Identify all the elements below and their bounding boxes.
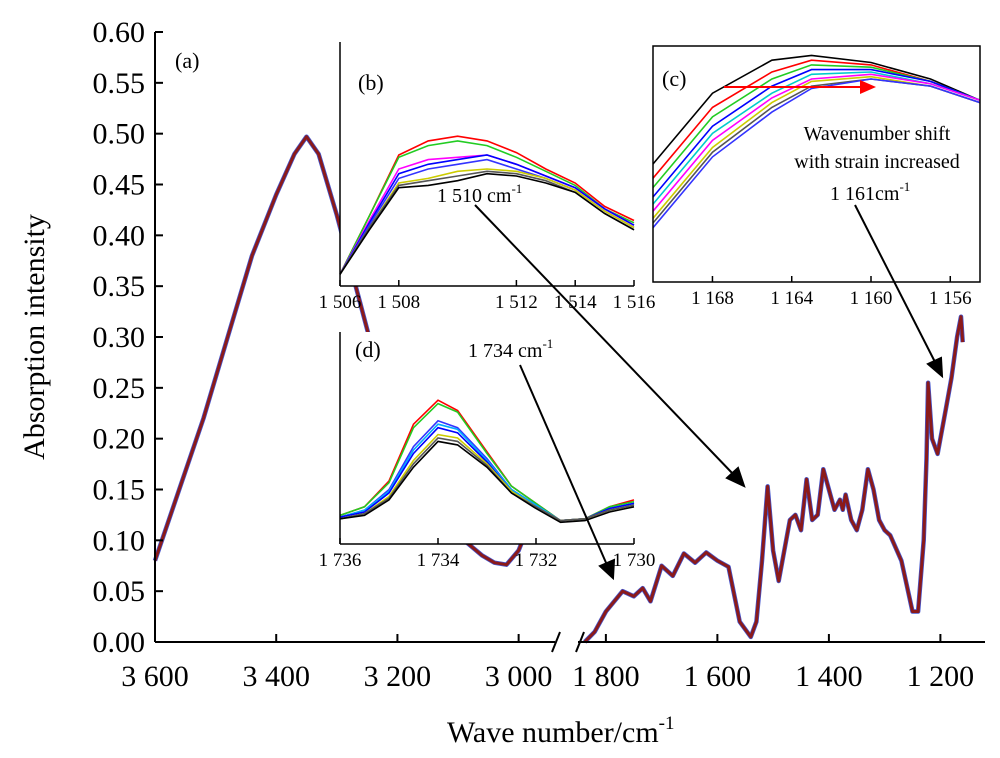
axis-break <box>551 631 585 653</box>
panel-label-b: (b) <box>358 70 384 95</box>
arrow-1161 <box>854 204 936 363</box>
y-tick-label: 0.45 <box>93 169 146 202</box>
arrow-1734 <box>519 364 608 566</box>
inset-b-x-tick-label: 1 508 <box>377 292 420 313</box>
main-panel: 0.00 0.05 0.10 0.15 0.20 0.25 0.30 0.35 0.40 0.45… <box>18 16 985 749</box>
inset-d-background <box>340 332 634 544</box>
inset-d-x-tick-label: 1 736 <box>319 550 362 571</box>
inset-b-x-tick-label: 1 506 <box>319 292 362 313</box>
x-tick-label: 1 400 <box>795 660 863 693</box>
inset-c-x-tick-label: 1 168 <box>691 288 734 309</box>
y-tick-label: 0.00 <box>93 626 146 659</box>
x-tick-label: 3 400 <box>242 660 310 693</box>
inset-d-curves <box>339 399 635 524</box>
inset-c-x-tick-label: 1 164 <box>770 288 813 309</box>
x-tick-label: 3 600 <box>121 660 189 693</box>
inset-d-x-tick-label: 1 732 <box>515 550 558 571</box>
inset-b-series-1 <box>339 140 635 275</box>
y-tick-label: 0.55 <box>93 67 146 100</box>
pointer-arrows <box>474 204 944 581</box>
inset-b: 1 506 1 508 1 512 1 514 1 516 (b) 1 510 cm-1 <box>319 42 656 313</box>
inset-b-series-7 <box>339 172 635 275</box>
inset-c-x-ticks: 1 168 1 164 1 160 1 156 <box>691 276 972 309</box>
y-tick-label: 0.60 <box>93 16 146 49</box>
x-tick-label: 3 000 <box>485 660 553 693</box>
inset-d-x-tick-label: 1 734 <box>417 550 460 571</box>
y-tick-label: 0.15 <box>93 474 146 507</box>
arrow-1510-head <box>725 466 746 488</box>
inset-c: 1 168 1 164 1 160 1 156 (c) Wavenumber shif… <box>652 45 981 309</box>
x-tick-label: 1 600 <box>684 660 752 693</box>
inset-c-annotation-line-2: with strain increased <box>794 151 960 173</box>
arrow-1161-head <box>926 356 944 379</box>
inset-d-x-tick-label: 1 730 <box>613 550 656 571</box>
panel-label-a: (a) <box>175 48 199 73</box>
y-tick-label: 0.05 <box>93 575 146 608</box>
y-tick-label: 0.40 <box>93 219 146 252</box>
inset-b-annotation: 1 510 cm-1 <box>437 181 522 207</box>
y-tick-label: 0.20 <box>93 423 146 456</box>
inset-b-background <box>340 42 634 286</box>
panel-label-d: (d) <box>355 337 381 362</box>
shift-arrow <box>724 80 876 94</box>
inset-c-series-0 <box>652 54 981 165</box>
y-tick-label: 0.30 <box>93 321 146 354</box>
inset-c-series-8 <box>652 78 981 229</box>
inset-d: 1 736 1 734 1 732 1 730 (d) 1 734 cm-1 <box>319 332 656 571</box>
inset-b-series-5 <box>339 168 635 275</box>
x-axis-title: Wave number/cm-1 <box>447 713 675 749</box>
inset-c-frame <box>652 45 981 283</box>
inset-c-annotation-value: 1 161cm-1 <box>830 179 910 205</box>
arrow-1510 <box>474 204 735 476</box>
x-tick-label: 3 200 <box>364 660 432 693</box>
y-tick-label: 0.35 <box>93 270 146 303</box>
spectrum-segment-2-shadow <box>583 314 965 644</box>
x-tick-label: 1 200 <box>907 660 975 693</box>
inset-d-series-6 <box>339 437 635 522</box>
arrow-1734-head <box>598 558 616 581</box>
inset-c-x-tick-label: 1 160 <box>850 288 893 309</box>
inset-c-series-3 <box>652 68 981 198</box>
inset-d-annotation: 1 734 cm-1 <box>468 336 553 362</box>
inset-b-curves <box>339 135 635 275</box>
spectrum-segment-2 <box>583 315 965 644</box>
y-tick-label: 0.25 <box>93 372 146 405</box>
inset-b-x-tick-label: 1 516 <box>613 292 656 313</box>
inset-b-series-3 <box>339 154 635 275</box>
panel-label-c: (c) <box>662 66 686 91</box>
x-ticks: 3 600 3 400 3 200 3 000 1 800 1 600 1 400 1 200 <box>121 634 974 693</box>
inset-d-series-7 <box>339 440 635 524</box>
inset-d-x-ticks: 1 736 1 734 1 732 1 730 <box>319 538 656 571</box>
y-tick-label: 0.10 <box>93 524 146 557</box>
x-tick-label: 1 800 <box>572 660 640 693</box>
inset-b-x-tick-label: 1 512 <box>495 292 538 313</box>
y-ticks: 0.00 0.05 0.10 0.15 0.20 0.25 0.30 0.35 0.40 0.45… <box>93 16 163 659</box>
y-tick-label: 0.50 <box>93 118 146 151</box>
y-axis-title: Absorption intensity <box>18 214 51 460</box>
inset-c-series-5 <box>652 73 981 212</box>
inset-c-annotation-line-1: Wavenumber shift <box>804 123 951 145</box>
inset-c-x-tick-label: 1 156 <box>929 288 972 309</box>
